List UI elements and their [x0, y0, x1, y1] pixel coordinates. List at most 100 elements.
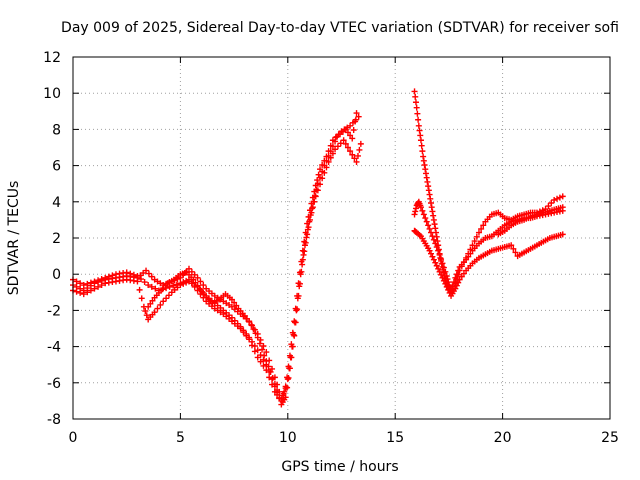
- data-point-marker: [152, 285, 159, 292]
- data-point-marker: [240, 329, 247, 336]
- data-point-marker: [559, 204, 566, 211]
- data-point-marker: [431, 221, 438, 228]
- data-point-marker: [233, 302, 240, 309]
- data-point-marker: [355, 113, 362, 120]
- data-point-marker: [284, 376, 291, 383]
- y-tick-label: -6: [47, 376, 61, 392]
- data-point-marker: [145, 282, 152, 289]
- data-point-marker: [420, 157, 427, 164]
- y-axis-label: SDTVAR / TECUs: [6, 181, 22, 296]
- data-point-marker: [109, 272, 116, 279]
- data-point-marker: [95, 283, 102, 290]
- x-tick-label: 15: [386, 430, 404, 446]
- data-point-marker: [423, 218, 430, 225]
- data-point-marker: [196, 285, 203, 292]
- data-point-marker: [332, 146, 339, 153]
- data-point-marker: [134, 273, 141, 280]
- data-point-marker: [417, 132, 424, 139]
- data-point-marker: [123, 269, 130, 276]
- data-point-marker: [413, 104, 420, 111]
- chart-title: Day 009 of 2025, Sidereal Day-to-day VTE…: [61, 20, 619, 36]
- data-point-marker: [173, 281, 180, 288]
- data-point-marker: [299, 261, 306, 268]
- data-point-marker: [473, 233, 480, 240]
- data-point-marker: [426, 191, 433, 198]
- data-point-marker: [309, 204, 316, 211]
- data-point-marker: [460, 270, 467, 277]
- data-point-marker: [433, 262, 440, 269]
- data-point-marker: [430, 236, 437, 243]
- data-point-marker: [249, 342, 255, 349]
- x-tick-label: 5: [176, 430, 185, 446]
- data-point-marker: [138, 295, 145, 302]
- data-point-marker: [143, 312, 150, 319]
- data-point-marker: [91, 285, 98, 292]
- data-point-marker: [165, 292, 172, 299]
- data-point-marker: [228, 296, 235, 303]
- data-point-marker: [458, 273, 465, 280]
- data-point-marker: [136, 286, 143, 293]
- data-point-marker: [138, 276, 145, 283]
- data-point-marker: [432, 259, 439, 266]
- data-point-marker: [332, 138, 339, 145]
- data-point-marker: [452, 285, 459, 292]
- data-point-marker: [141, 279, 148, 286]
- data-point-marker: [349, 151, 356, 158]
- data-point-marker: [508, 242, 515, 249]
- data-point-marker: [428, 204, 435, 211]
- data-point-marker: [463, 256, 470, 263]
- data-point-marker: [422, 215, 429, 222]
- y-tick-label: -8: [47, 412, 61, 428]
- y-tick-label: 6: [52, 159, 61, 175]
- data-point-marker: [269, 365, 276, 372]
- data-point-marker: [347, 132, 354, 139]
- data-point-marker: [347, 148, 354, 155]
- data-point-marker: [143, 267, 150, 274]
- data-point-marker: [436, 268, 443, 275]
- data-point-marker: [261, 352, 268, 359]
- data-point-marker: [455, 279, 462, 286]
- data-point-marker: [556, 194, 563, 201]
- y-tick-label: -4: [47, 340, 61, 356]
- data-point-marker: [432, 225, 439, 232]
- data-point-marker: [84, 289, 91, 296]
- data-point-marker: [291, 332, 298, 339]
- data-point-marker: [412, 205, 419, 212]
- data-point-marker: [423, 174, 430, 181]
- data-point-marker: [259, 346, 266, 353]
- data-point-marker: [260, 342, 267, 349]
- data-point-marker: [301, 248, 308, 255]
- data-point-marker: [354, 152, 361, 159]
- x-tick-label: 25: [601, 430, 619, 446]
- x-tick-label: 20: [494, 430, 512, 446]
- data-point-marker: [291, 319, 298, 326]
- data-point-marker: [480, 222, 487, 229]
- data-point-marker: [87, 287, 94, 294]
- data-point-marker: [432, 240, 439, 247]
- data-point-marker: [357, 140, 364, 147]
- data-point-marker: [443, 273, 450, 280]
- data-point-marker: [313, 186, 320, 193]
- data-point-marker: [243, 332, 250, 339]
- y-tick-label: 8: [52, 122, 61, 138]
- data-point-marker: [194, 274, 201, 281]
- data-point-marker: [280, 390, 287, 397]
- data-point-marker: [433, 244, 440, 251]
- data-point-marker: [419, 148, 426, 155]
- data-point-marker: [430, 256, 437, 263]
- data-point-marker: [428, 229, 434, 236]
- data-point-marker: [77, 280, 84, 287]
- data-point-marker: [307, 212, 314, 219]
- data-point-marker: [130, 271, 137, 278]
- data-point-marker: [471, 238, 478, 245]
- data-point-marker: [269, 374, 276, 381]
- data-point-marker: [445, 286, 452, 293]
- data-point-marker: [435, 265, 442, 272]
- data-point-marker: [340, 137, 347, 144]
- data-point-marker: [301, 242, 308, 249]
- data-point-marker: [192, 279, 199, 286]
- data-point-marker: [427, 195, 434, 202]
- data-point-marker: [303, 234, 310, 241]
- data-point-marker: [433, 229, 440, 236]
- data-point-marker: [105, 273, 112, 280]
